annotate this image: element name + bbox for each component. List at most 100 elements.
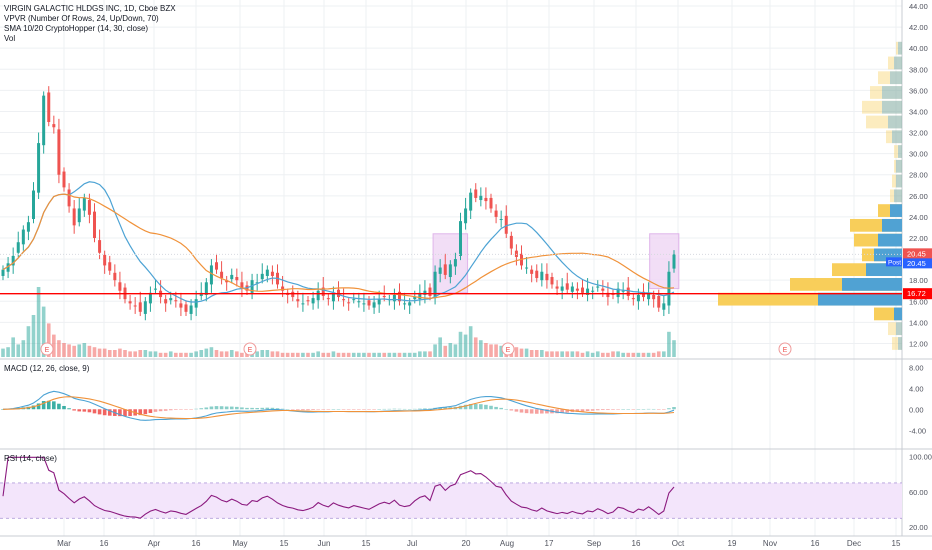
macd-histogram-bar [204, 407, 209, 410]
volume-bar [57, 340, 61, 357]
volume-bar [387, 352, 392, 357]
vpvr-row-down [894, 159, 902, 173]
candle-body [443, 264, 447, 275]
macd-histogram-bar [143, 409, 148, 415]
macd-histogram-bar [321, 409, 326, 410]
candle-body [62, 171, 66, 188]
macd-histogram-bar [179, 409, 183, 410]
earnings-marker-label: E [248, 347, 253, 354]
volume-bar [560, 351, 564, 357]
volume-bar [377, 352, 381, 357]
candle-body [642, 291, 645, 298]
volume-bar [77, 344, 82, 357]
volume-bar [133, 351, 137, 357]
volume-bar [255, 351, 259, 357]
candle-body [448, 264, 452, 278]
vpvr-row-up [896, 159, 902, 173]
macd-histogram-bar [438, 407, 442, 410]
candle-body [204, 282, 208, 295]
volume-bar [392, 352, 397, 357]
vpvr-row-down [896, 41, 902, 55]
vpvr-row-up [898, 337, 902, 350]
candle-body [601, 288, 605, 291]
volume-bar [412, 352, 417, 357]
macd-histogram-bar [534, 409, 539, 414]
candlesticks [1, 86, 676, 321]
candle-body [403, 303, 407, 305]
macd-tick-label: 8.00 [909, 363, 924, 372]
time-tick-label: 16 [100, 539, 109, 548]
macd-histogram-bar [153, 409, 158, 412]
volume-bar [316, 351, 320, 357]
macd-histogram-bar [351, 409, 356, 410]
macd-histogram-bar [331, 409, 336, 410]
price-tick-label: 22.00 [909, 234, 928, 243]
macd-histogram-bar [41, 401, 46, 410]
macd-histogram-bar [616, 409, 620, 410]
vpvr-row-up [888, 115, 902, 129]
price-tick-label: 16.00 [909, 297, 928, 306]
volume-bar [265, 350, 270, 357]
macd-histogram-bar [601, 409, 605, 411]
macd-histogram-bar [423, 408, 427, 410]
candle-body [611, 293, 615, 295]
macd-histogram-bar [529, 409, 534, 414]
macd-histogram-bar [479, 404, 483, 410]
volume-bar [433, 344, 437, 357]
volume-bar [123, 350, 127, 357]
candle-body [240, 282, 244, 289]
volume-bar [626, 352, 631, 357]
volume-bar [651, 352, 656, 357]
legend-vol: Vol [4, 34, 15, 43]
volume-bar [92, 347, 97, 357]
macd-histogram-bar [235, 406, 239, 410]
candle-body [32, 190, 35, 220]
earnings-marker-label: E [783, 347, 788, 354]
vpvr-row-up [896, 174, 902, 188]
candle-body [362, 303, 366, 305]
macd-histogram-bar [118, 409, 122, 417]
macd-histogram-bar [250, 407, 254, 410]
volume-bar [570, 351, 575, 357]
macd-histogram-bar [621, 409, 625, 410]
candle-body [321, 287, 325, 296]
volume-bar [372, 352, 376, 357]
candle-body [504, 215, 508, 234]
volume-bar [473, 337, 478, 357]
vpvr-row-down [888, 322, 902, 336]
macd-histogram-bar [590, 409, 595, 411]
macd-histogram-bar [585, 409, 590, 412]
candle-body [184, 304, 188, 312]
candle-body [621, 290, 625, 292]
candle-body [382, 296, 386, 298]
candle-body [550, 277, 554, 285]
macd-histogram-bar [514, 409, 519, 412]
macd-histogram-bar [667, 408, 671, 410]
volume-bar [606, 352, 610, 357]
volume-bar [351, 352, 356, 357]
macd-histogram-bar [580, 409, 585, 412]
macd-histogram-bar [275, 408, 280, 410]
time-tick-label: Aug [500, 539, 514, 548]
macd-histogram-bar [656, 409, 661, 410]
candle-body [342, 299, 346, 301]
macd-histogram-bar [72, 409, 76, 411]
volume-bar [321, 352, 326, 357]
vpvr-row-down [892, 337, 902, 350]
vpvr-row-up [898, 41, 902, 55]
candle-body [235, 277, 239, 281]
candle-body [672, 254, 676, 269]
poc-tag-label: 16.72 [907, 289, 926, 298]
volume-bar [646, 352, 651, 357]
earnings-marker-circle [40, 342, 54, 356]
vpvr-row-up [896, 322, 902, 336]
vpvr-row-down [870, 86, 902, 99]
volume-bar [423, 351, 427, 357]
volume-bar [194, 351, 198, 357]
volume-bar [97, 348, 102, 357]
time-axis: Mar 16 Apr 16 May 15 Jun 15 Jul 20 Aug 17 Sep 16 Oct 19… [57, 539, 901, 548]
time-tick-label: Jun [318, 539, 331, 548]
volume-bar [407, 352, 412, 357]
